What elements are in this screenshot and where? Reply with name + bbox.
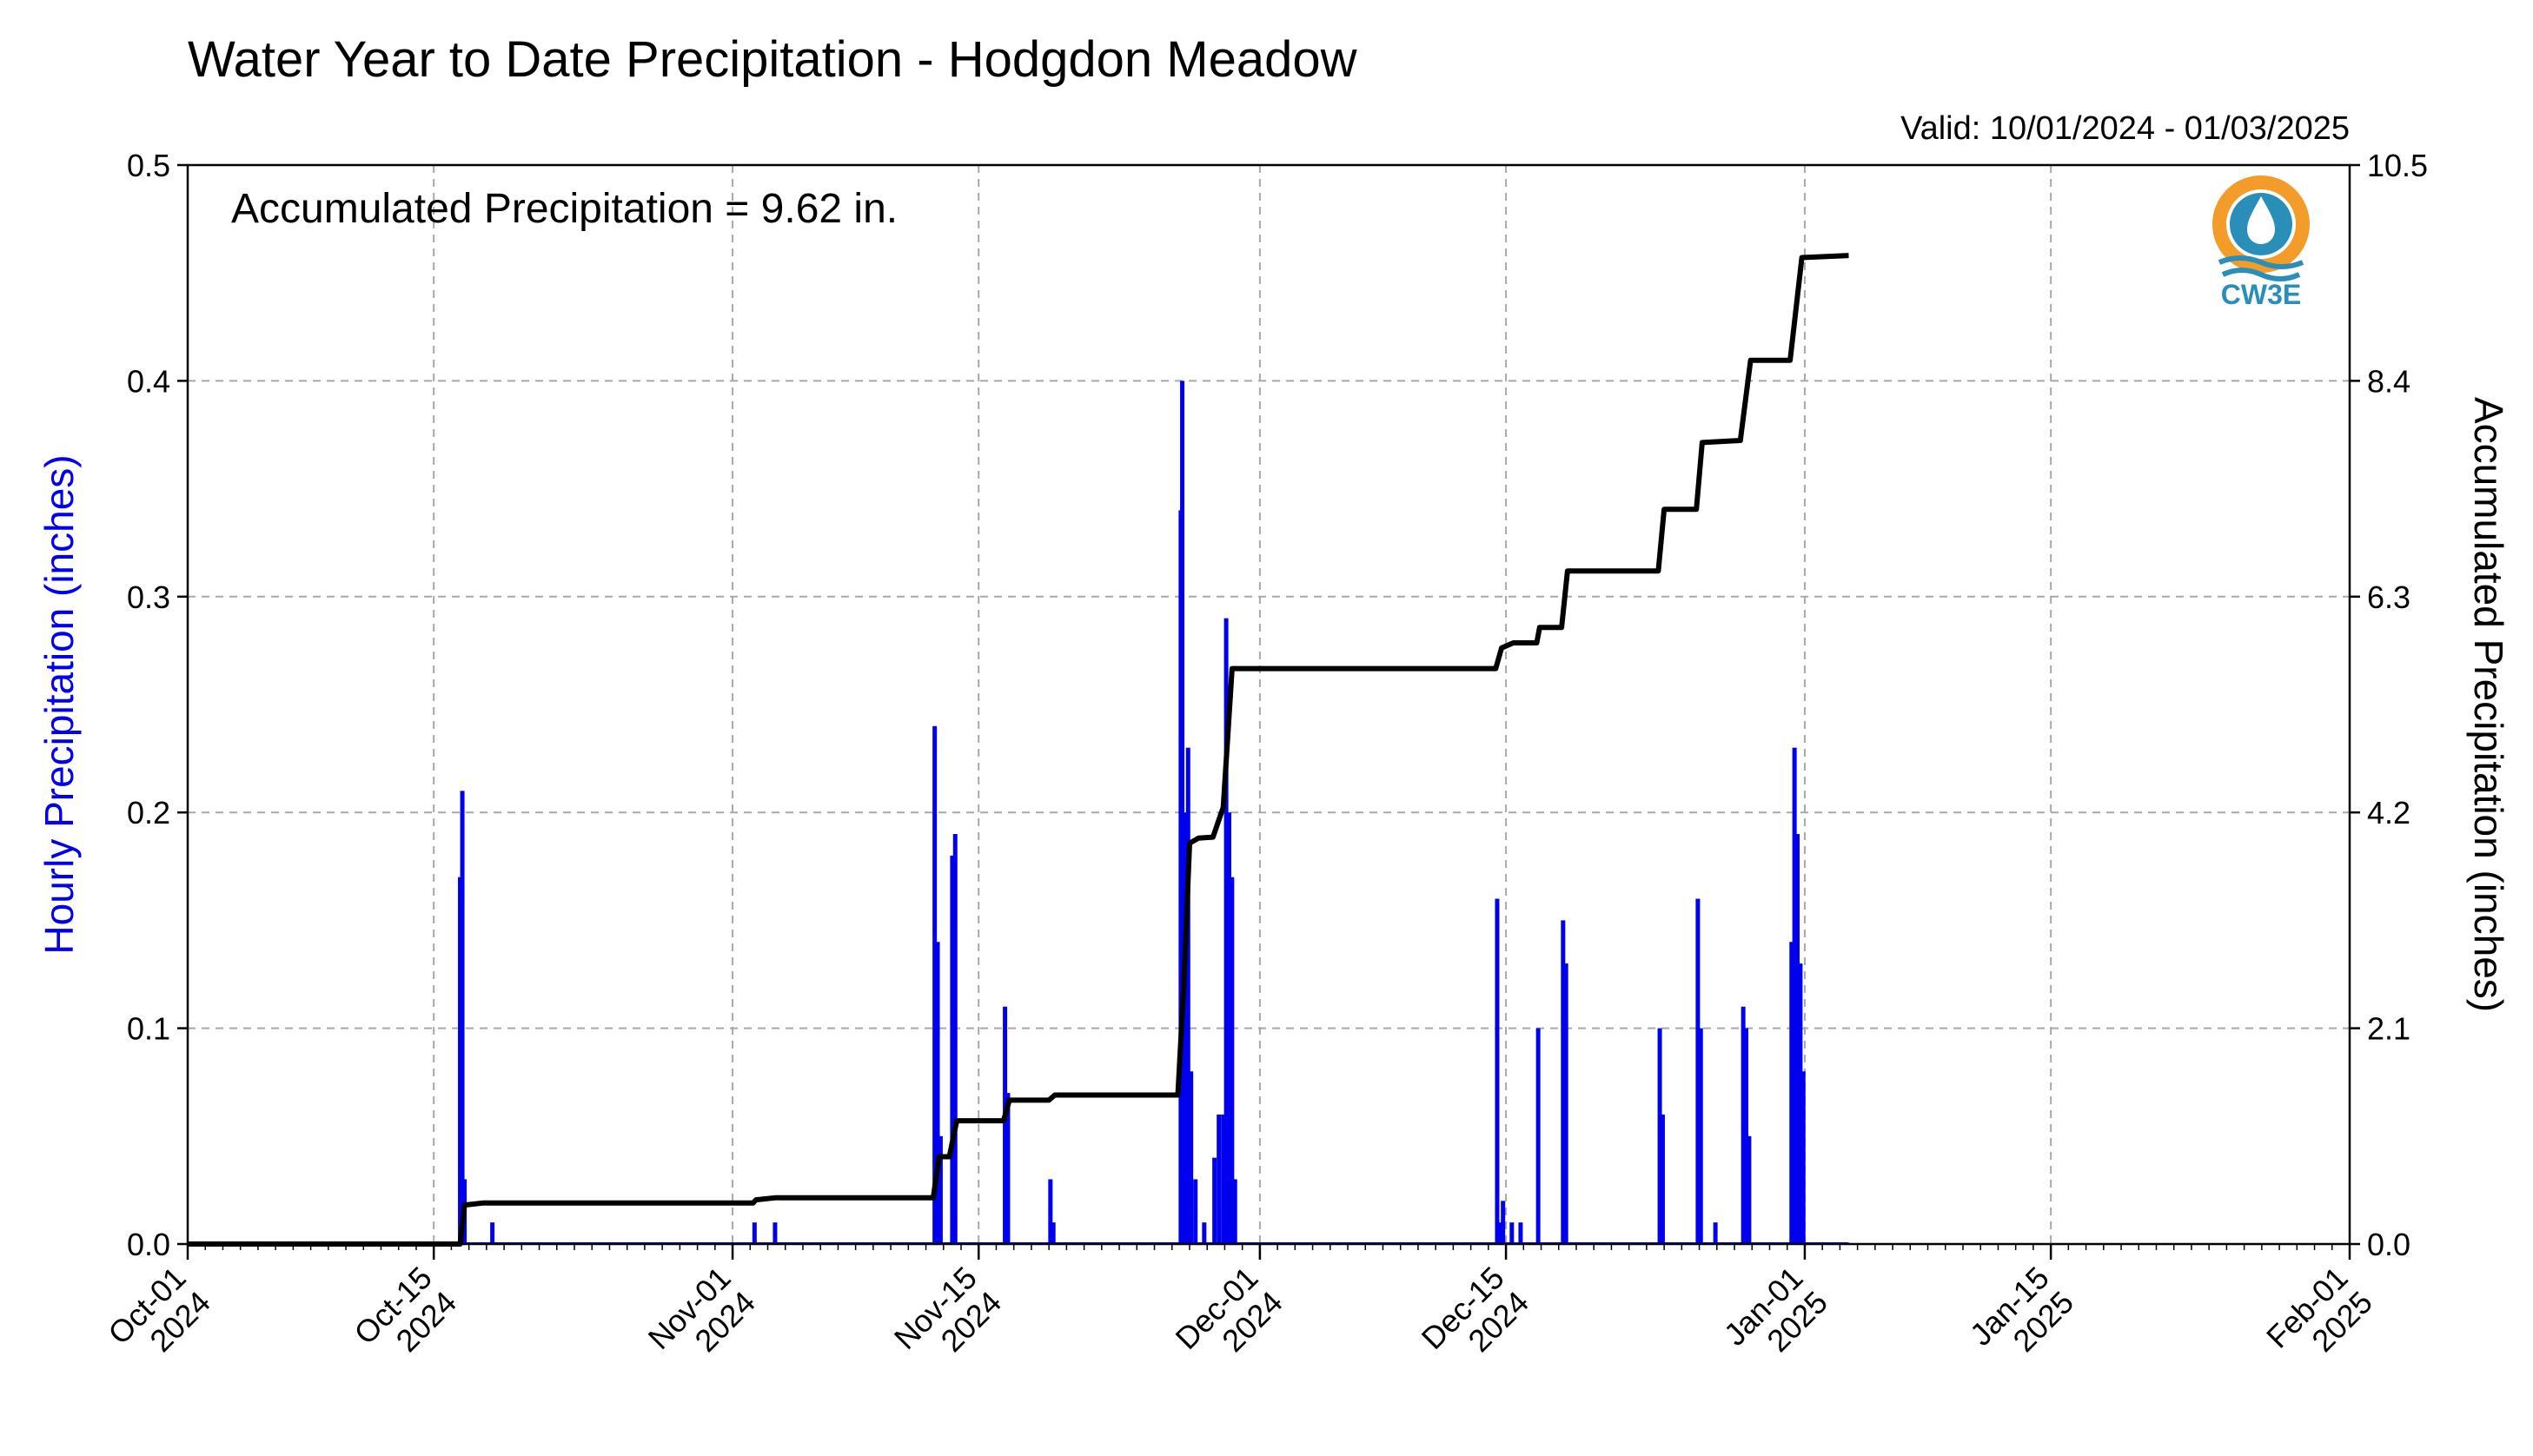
right-tick-label: 0.0 [2367, 1227, 2410, 1262]
hourly-bar [1698, 1028, 1703, 1244]
hourly-bar [1497, 1222, 1502, 1244]
cw3e-logo-text: CW3E [2221, 279, 2301, 310]
hourly-bar [1193, 1179, 1198, 1244]
hourly-bar [1660, 1114, 1665, 1244]
left-tick-label: 0.0 [127, 1227, 170, 1262]
chart-title: Water Year to Date Precipitation - Hodgd… [188, 31, 1358, 88]
hourly-bar [460, 791, 465, 1244]
hourly-bar [1495, 898, 1500, 1244]
grid-lines [187, 164, 2351, 1245]
hourly-bar [1217, 1114, 1222, 1244]
accumulated-line [188, 253, 1849, 1247]
hourly-bar [1741, 1006, 1746, 1244]
hourly-bar [1800, 1071, 1806, 1244]
left-tick-label: 0.4 [127, 363, 170, 399]
right-tick-label: 2.1 [2367, 1011, 2410, 1047]
cw3e-logo: CW3E [2212, 175, 2310, 310]
right-axis-ticks: 0.0 2.1 4.2 6.3 8.4 10.5 [2350, 148, 2428, 1262]
hourly-bar [490, 1222, 495, 1244]
accumulated-line-group [188, 253, 1849, 1247]
left-tick-label: 0.2 [127, 795, 170, 831]
hourly-bar [1223, 618, 1229, 1244]
hourly-bar [1561, 920, 1566, 1244]
hourly-bar [1795, 834, 1800, 1244]
hourly-bar [1212, 1157, 1217, 1244]
accumulated-total-annotation: Accumulated Precipitation = 9.62 in. [231, 186, 898, 232]
hourly-bar [1221, 1114, 1226, 1244]
hourly-bar [1518, 1222, 1523, 1244]
hourly-bar [458, 877, 463, 1244]
left-tick-label: 0.5 [127, 148, 170, 183]
hourly-bar [752, 1222, 757, 1244]
hourly-bar [1180, 381, 1185, 1244]
plot-frame [186, 163, 2351, 1246]
left-tick-label: 0.3 [127, 579, 170, 615]
hourly-bar [1501, 1201, 1506, 1244]
hourly-bar [1048, 1179, 1053, 1244]
left-axis-ticks: 0.0 0.1 0.2 0.3 0.4 0.5 [127, 148, 188, 1262]
hourly-bar [1744, 1028, 1749, 1244]
hourly-bar [1189, 1071, 1194, 1244]
hourly-bar [1535, 1028, 1541, 1244]
hourly-bar [1789, 942, 1794, 1244]
right-tick-label: 10.5 [2367, 148, 2428, 183]
left-tick-label: 0.1 [127, 1011, 170, 1047]
hourly-bar [772, 1222, 778, 1244]
hourly-bar [938, 1135, 943, 1244]
hourly-bar [1183, 812, 1188, 1244]
right-axis-label: Accumulated Precipitation (inches) [2466, 397, 2511, 1012]
hourly-bar [1509, 1222, 1515, 1244]
hourly-bar [1230, 877, 1235, 1244]
hourly-bar [1003, 1006, 1008, 1244]
hourly-bar [1798, 963, 1803, 1244]
hourly-bar [1713, 1222, 1718, 1244]
hourly-bar [1657, 1028, 1662, 1244]
hourly-bar [1695, 898, 1701, 1244]
hourly-bar [1051, 1222, 1056, 1244]
hourly-bar [1232, 1179, 1237, 1244]
cw3e-logo-icon [2212, 175, 2310, 281]
hourly-bar [950, 855, 955, 1244]
hourly-bar [1005, 1093, 1011, 1244]
hourly-bar [1202, 1222, 1207, 1244]
right-tick-label: 4.2 [2367, 795, 2410, 831]
hourly-bar [1226, 812, 1231, 1244]
hourly-bar [1747, 1135, 1752, 1244]
left-axis-label: Hourly Precipitation (inches) [36, 454, 82, 954]
right-tick-label: 8.4 [2367, 363, 2410, 399]
hourly-bar [1563, 963, 1568, 1244]
hourly-bar [1792, 747, 1797, 1244]
right-tick-label: 6.3 [2367, 579, 2410, 615]
hourly-bar [952, 834, 958, 1244]
hourly-bar [1185, 747, 1190, 1244]
hourly-bar [935, 942, 940, 1244]
hourly-bar [932, 725, 938, 1244]
valid-range: Valid: 10/01/2024 - 01/03/2025 [1900, 110, 2350, 147]
